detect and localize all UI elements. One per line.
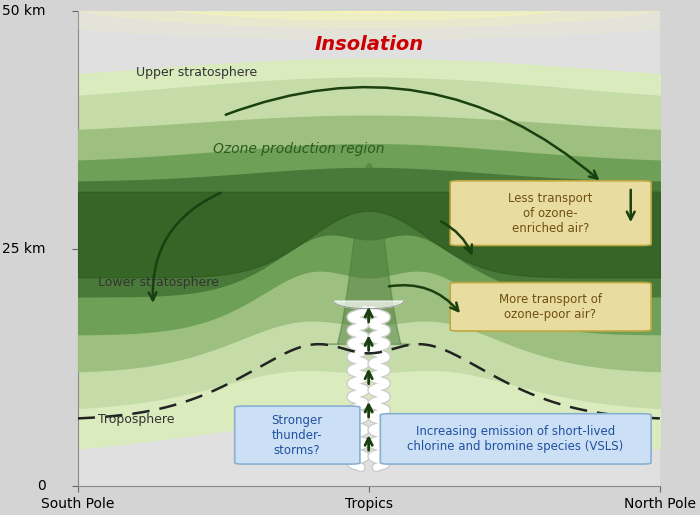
Text: Ozone production region: Ozone production region	[213, 142, 384, 156]
FancyBboxPatch shape	[380, 414, 651, 464]
FancyBboxPatch shape	[450, 283, 651, 331]
Ellipse shape	[0, 0, 700, 39]
Text: 0: 0	[36, 479, 46, 493]
Text: Stronger
thunder-
storms?: Stronger thunder- storms?	[272, 414, 323, 457]
Text: 25 km: 25 km	[2, 242, 46, 256]
Ellipse shape	[271, 0, 466, 6]
Text: Insolation: Insolation	[314, 35, 424, 54]
Text: Troposphere: Troposphere	[98, 414, 174, 426]
Text: Upper stratosphere: Upper stratosphere	[136, 66, 257, 79]
Text: Less transport
of ozone-
enriched air?: Less transport of ozone- enriched air?	[508, 192, 593, 235]
Polygon shape	[334, 301, 404, 308]
Text: Increasing emission of short-lived
chlorine and bromine species (VSLS): Increasing emission of short-lived chlor…	[407, 425, 624, 453]
Text: Lower stratosphere: Lower stratosphere	[98, 276, 219, 288]
Text: 50 km: 50 km	[2, 4, 46, 18]
Ellipse shape	[312, 0, 426, 2]
Ellipse shape	[206, 0, 532, 12]
FancyBboxPatch shape	[234, 406, 360, 464]
Ellipse shape	[124, 0, 613, 20]
Text: More transport of
ozone-poor air?: More transport of ozone-poor air?	[499, 293, 602, 321]
Ellipse shape	[43, 0, 695, 27]
FancyBboxPatch shape	[450, 181, 651, 246]
